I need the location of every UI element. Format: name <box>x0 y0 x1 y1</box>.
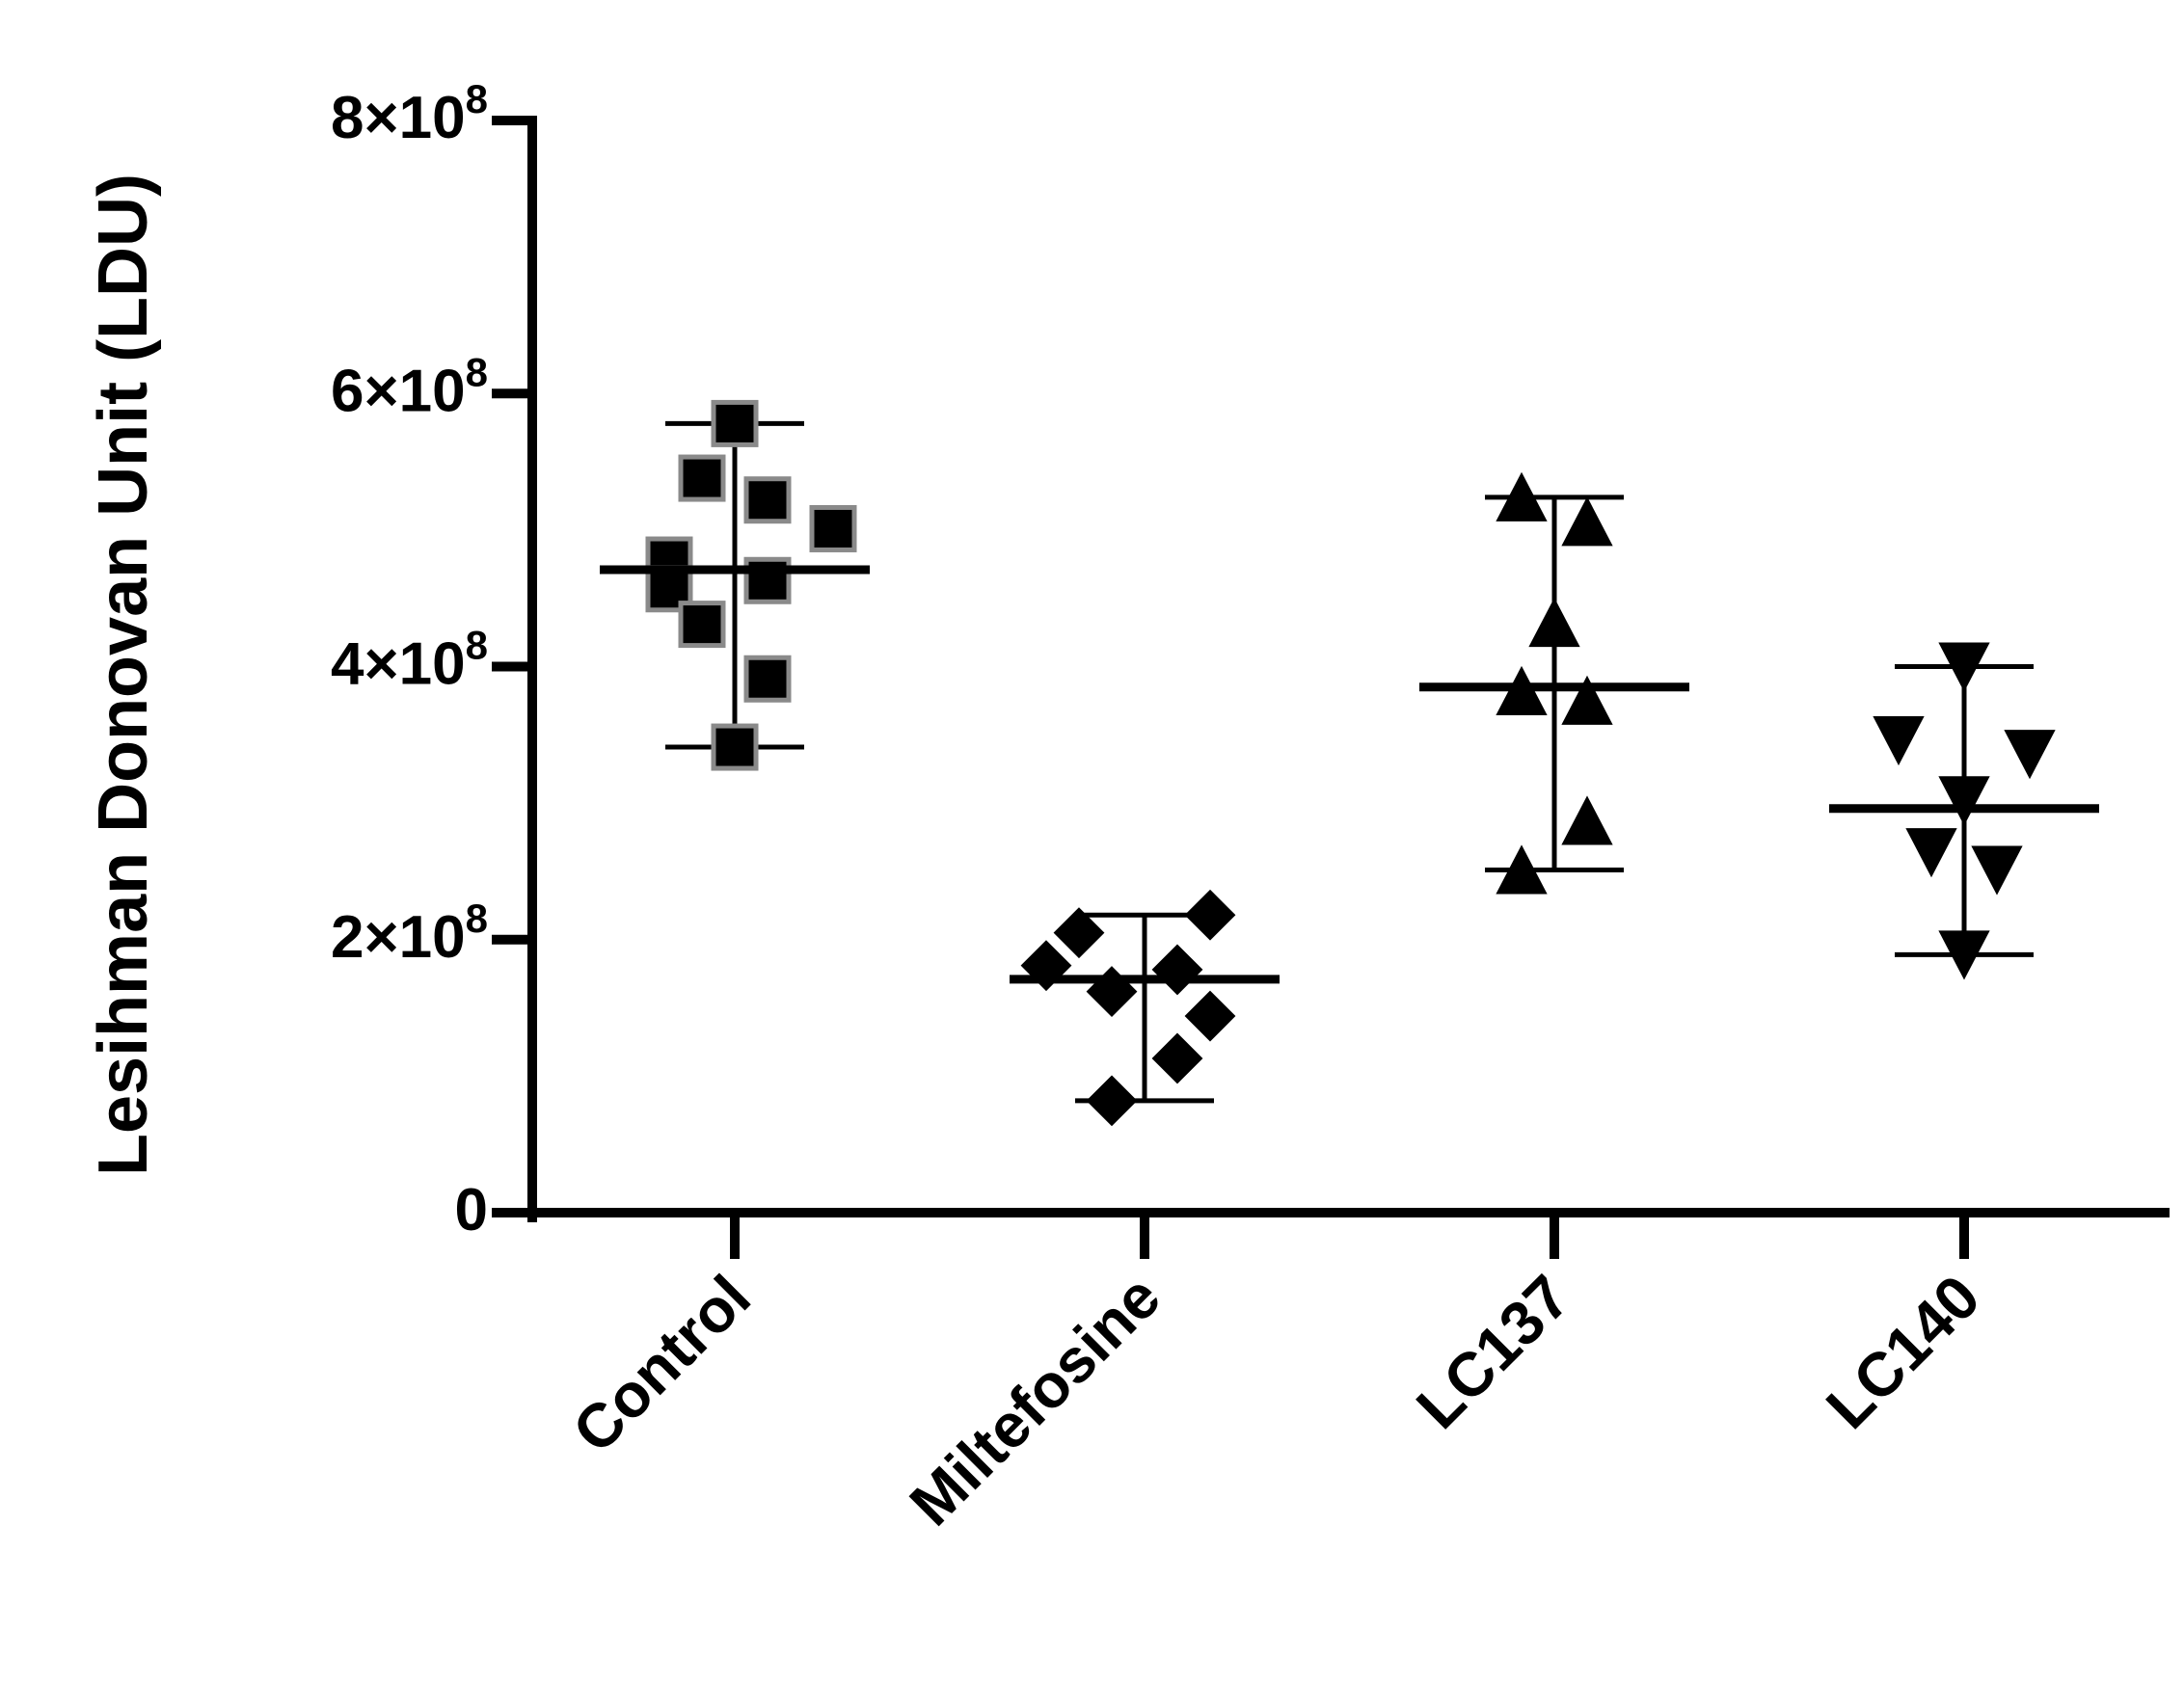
data-point-triangle-up <box>1561 675 1613 725</box>
data-point-triangle-down <box>1873 715 1925 766</box>
data-point-square <box>809 504 857 552</box>
y-tick-label: 8×108 <box>331 76 488 151</box>
group-lc137 <box>1419 471 1689 895</box>
x-category-label: Miltefosine <box>897 1262 1173 1538</box>
data-point-triangle-up <box>1561 496 1613 547</box>
data-point-triangle-up <box>1561 795 1613 845</box>
y-tick-mantissa: 8×10 <box>331 85 466 151</box>
group-miltefosine <box>1010 889 1280 1127</box>
data-point-triangle-up <box>1496 844 1548 895</box>
y-tick-label: 4×108 <box>331 623 488 698</box>
y-tick-mantissa: 0 <box>455 1177 488 1244</box>
data-point-diamond <box>1184 990 1236 1042</box>
y-tick-label: 0 <box>455 1177 488 1244</box>
data-point-triangle-down <box>1938 776 1990 826</box>
data-point-square <box>711 399 759 447</box>
y-tick-mantissa: 2×10 <box>331 904 466 971</box>
data-point-triangle-down <box>2004 730 2056 780</box>
data-point-diamond <box>1053 907 1105 959</box>
x-category-label: Control <box>559 1262 764 1466</box>
x-category-label: LC140 <box>1813 1262 1993 1442</box>
y-tick-mantissa: 4×10 <box>331 631 466 698</box>
data-point-triangle-down <box>1905 828 1957 878</box>
data-point-triangle-up <box>1496 471 1548 522</box>
group-lc140 <box>1829 642 2099 980</box>
data-point-triangle-up <box>1528 598 1580 648</box>
y-tick-mantissa: 6×10 <box>331 358 466 424</box>
y-tick-label: 6×108 <box>331 349 488 424</box>
data-point-diamond <box>1086 1075 1138 1127</box>
y-tick-exponent: 8 <box>466 896 488 941</box>
y-tick-exponent: 8 <box>466 349 488 394</box>
data-point-square <box>743 476 792 524</box>
data-point-square <box>711 723 759 771</box>
data-point-square <box>743 655 792 703</box>
data-point-square <box>678 601 726 649</box>
data-point-triangle-down <box>1971 845 2023 896</box>
x-category-label: LC137 <box>1403 1262 1583 1442</box>
y-axis-title: Lesihman Donovan Unit (LDU) <box>85 174 162 1176</box>
data-point-diamond <box>1184 889 1236 941</box>
x-categories: Control Miltefosine LC137 LC140 <box>559 1213 1993 1538</box>
data-point-square <box>678 454 726 502</box>
data-point-triangle-down <box>1938 642 1990 692</box>
y-tick-exponent: 8 <box>466 76 488 121</box>
y-tick-exponent: 8 <box>466 623 488 668</box>
group-control <box>600 399 870 771</box>
data-point-diamond <box>1086 966 1138 1017</box>
data-point-diamond <box>1151 1032 1203 1084</box>
data-point-diamond <box>1151 944 1203 996</box>
y-tick-label: 2×108 <box>331 896 488 971</box>
data-point-triangle-down <box>1938 930 1990 980</box>
data-groups <box>600 399 2099 1127</box>
